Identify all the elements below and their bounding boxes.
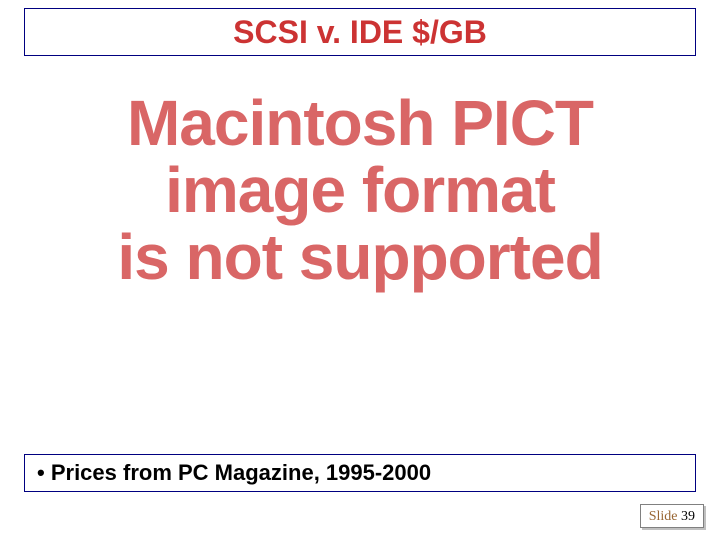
error-line-1: Macintosh PICT	[0, 90, 720, 157]
slide-label: Slide	[649, 509, 678, 524]
pict-error-message: Macintosh PICT image format is not suppo…	[0, 90, 720, 292]
slide-title: SCSI v. IDE $/GB	[233, 14, 487, 51]
error-line-3: is not supported	[0, 224, 720, 291]
title-box: SCSI v. IDE $/GB	[24, 8, 696, 56]
bullet-text: Prices from PC Magazine, 1995-2000	[51, 460, 431, 485]
bullet-item: • Prices from PC Magazine, 1995-2000	[37, 460, 431, 486]
bullet-marker: •	[37, 460, 45, 485]
slide-num: 39	[681, 509, 695, 524]
slide-number: Slide 39	[649, 509, 695, 524]
error-line-2: image format	[0, 157, 720, 224]
bullet-box: • Prices from PC Magazine, 1995-2000	[24, 454, 696, 492]
slide-number-box: Slide 39	[640, 504, 704, 528]
